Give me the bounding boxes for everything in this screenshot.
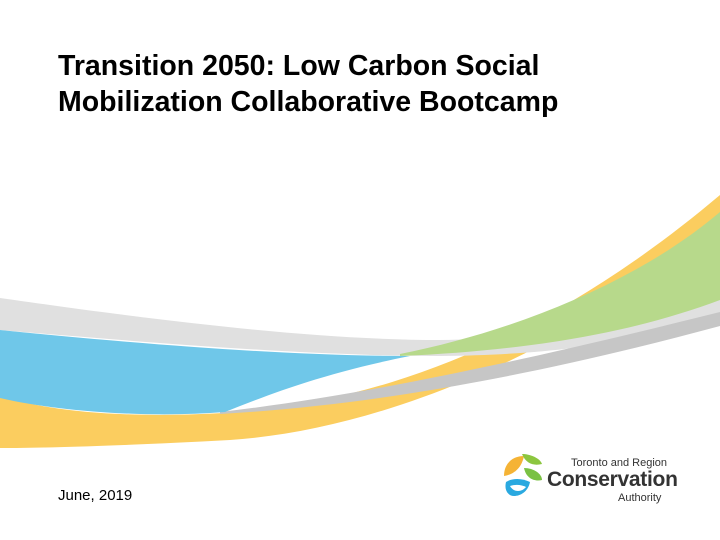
logo-text-toronto-region: Toronto and Region xyxy=(571,457,668,469)
leaf-drop-logo-icon xyxy=(504,454,542,496)
slide-title-line-1: Transition 2050: Low Carbon Social xyxy=(58,50,540,82)
logo-text-conservation: Conservation xyxy=(547,468,678,491)
swoosh-blue-band xyxy=(0,330,410,415)
slide-title-line-2: Mobilization Collaborative Bootcamp xyxy=(58,86,559,118)
trca-logo: Toronto and Region Conservation Authorit… xyxy=(500,450,690,510)
swoosh-green-band xyxy=(400,212,720,356)
logo-text-authority: Authority xyxy=(618,492,662,504)
slide-date: June, 2019 xyxy=(58,487,133,504)
slide-title: Transition 2050: Low Carbon Social Mobil… xyxy=(58,48,678,120)
